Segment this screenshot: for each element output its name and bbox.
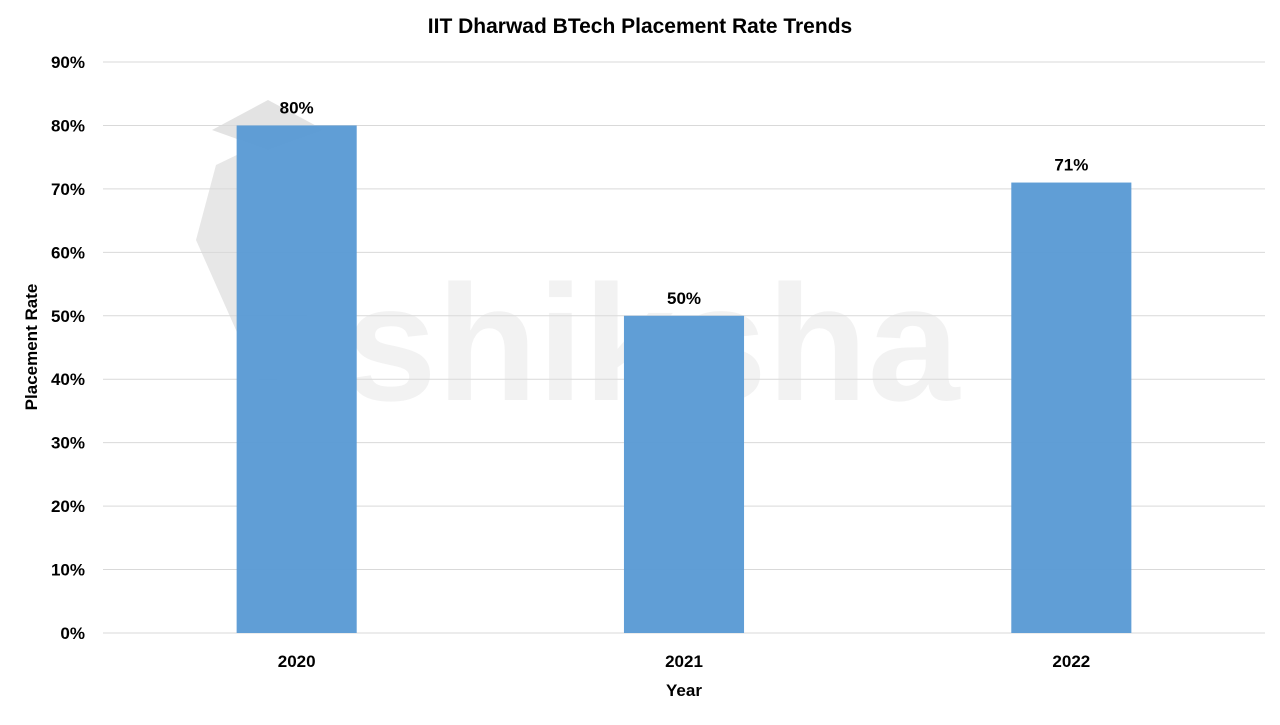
y-tick-label: 80% xyxy=(51,116,85,135)
y-axis-title: Placement Rate xyxy=(22,284,41,411)
y-tick-label: 70% xyxy=(51,180,85,199)
chart-title: IIT Dharwad BTech Placement Rate Trends xyxy=(428,15,852,38)
y-tick-label: 50% xyxy=(51,307,85,326)
y-tick-label: 60% xyxy=(51,243,85,262)
bar-2021 xyxy=(623,315,745,633)
x-tick-label: 2021 xyxy=(665,652,703,671)
x-tick-label: 2020 xyxy=(278,652,316,671)
bar-2020 xyxy=(236,125,357,633)
y-tick-label: 90% xyxy=(51,53,85,72)
y-tick-label: 10% xyxy=(51,561,85,580)
y-tick-label: 20% xyxy=(51,497,85,516)
data-label: 71% xyxy=(1054,156,1088,175)
y-tick-label: 30% xyxy=(51,434,85,453)
bar-2022 xyxy=(1011,182,1132,634)
data-labels: 80% 50% 71% xyxy=(280,98,1089,307)
x-axis: 2020 2021 2022 xyxy=(278,652,1090,671)
data-label: 80% xyxy=(280,98,314,117)
data-label: 50% xyxy=(667,289,701,308)
x-tick-label: 2022 xyxy=(1052,652,1090,671)
bars-layer xyxy=(236,125,1132,634)
y-tick-label: 40% xyxy=(51,370,85,389)
y-tick-label: 0% xyxy=(60,624,85,643)
x-axis-title: Year xyxy=(666,681,702,700)
y-axis: 0% 10% 20% 30% 40% 50% 60% 70% 80% 90% xyxy=(51,53,85,643)
